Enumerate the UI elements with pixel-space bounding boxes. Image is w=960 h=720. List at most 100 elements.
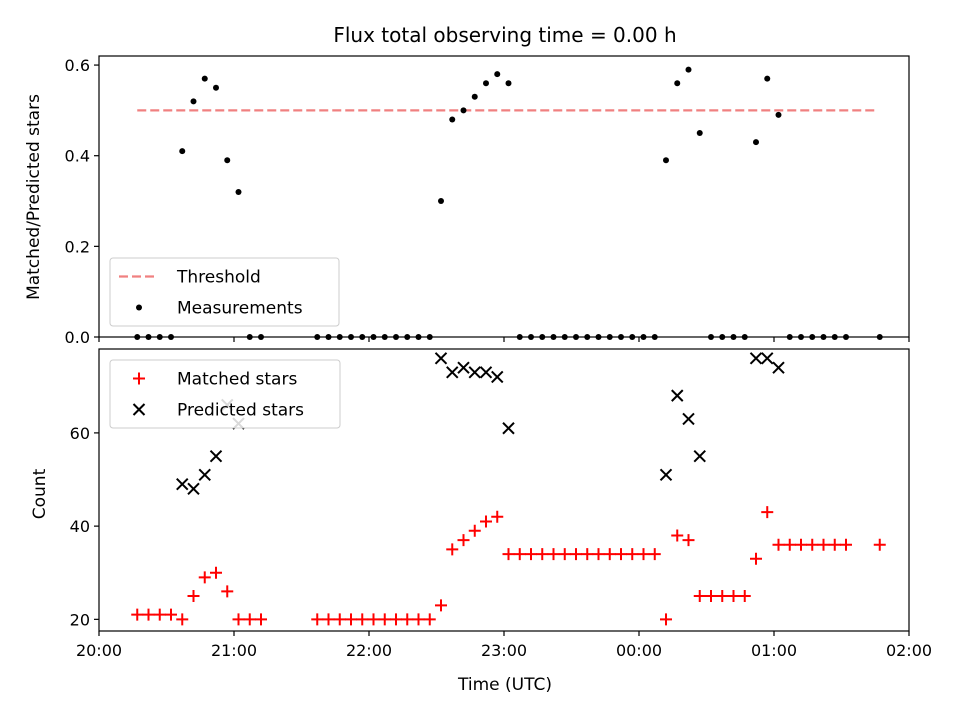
matched-star-point [648,548,661,561]
matched-star-point [660,613,672,626]
matched-star-point [637,548,650,561]
predicted-star-point [198,468,211,482]
bottom-y-tick-label: 40 [70,517,90,536]
predicted-star-point [209,449,223,463]
x-tick-label: 21:00 [211,641,257,660]
matched-star-point [795,538,807,551]
matched-star-point [390,613,402,626]
matched-star-point [873,538,886,551]
predicted-star-point [659,468,673,482]
matched-star-point [615,548,627,561]
matched-star-point [480,515,492,528]
measurement-point [460,107,467,114]
bottom-series-0 [131,506,886,626]
measurement-point [235,188,242,195]
legend-box [109,359,341,429]
predicted-star-point [446,366,459,379]
matched-star-point [558,548,571,561]
measurement-point [438,198,444,205]
x-tick-label: 23:00 [481,641,527,660]
top-y-axis-label: Matched/Predicted stars [24,94,44,300]
matched-star-point [806,538,819,551]
measurement-point [224,157,231,164]
measurement-point [674,80,681,87]
matched-star-point [210,566,222,579]
legend-matched-swatch [133,372,145,385]
matched-star-point [232,613,245,626]
legend-predicted-swatch [132,403,146,416]
matched-star-point [626,548,639,561]
measurement-point [201,75,208,82]
matched-star-point [705,590,717,603]
predicted-star-point [749,352,763,365]
x-axis-label: Time (UTC) [457,675,552,695]
matched-star-point [603,548,616,561]
legend-label: Matched stars [177,370,297,390]
measurement-point [663,157,669,164]
matched-star-point [311,613,324,626]
measurement-point [213,84,219,91]
top-y-tick-label: 0.2 [65,237,90,256]
matched-star-point [457,534,470,547]
measurement-point [471,93,478,100]
matched-star-point [547,548,560,561]
matched-star-point [502,548,515,561]
top-legend: Threshold Measurements [109,257,340,327]
predicted-star-point [176,477,189,491]
measurement-point [483,80,489,87]
matched-star-point [468,524,481,537]
matched-star-point [423,613,436,626]
matched-star-point [176,613,189,626]
matched-star-point [671,529,684,542]
matched-star-point [255,613,267,626]
matched-star-point [750,552,762,565]
predicted-star-point [491,370,504,384]
matched-star-point [367,613,380,626]
matched-star-point [412,613,425,626]
matched-star-point [221,585,234,598]
matched-star-point [738,590,751,603]
predicted-star-point [479,366,493,379]
matched-star-point [525,548,537,561]
top-y-tick-label: 0.6 [65,56,90,75]
measurement-point [179,148,186,155]
matched-star-point [693,590,706,603]
matched-star-point [761,506,774,519]
predicted-star-point [468,366,481,379]
matched-star-point [345,613,357,626]
matched-star-point [727,590,740,603]
bottom-panel: 20:00 21:00 22:00 23:00 00:00 01:00 02:00 20 40 6… [70,348,932,660]
matched-star-point [491,510,504,523]
legend-measurement-swatch [136,304,142,311]
matched-star-point [570,548,582,561]
matched-star-point [536,548,549,561]
matched-star-point [513,548,526,561]
predicted-star-point [671,389,684,402]
predicted-star-point [772,361,785,374]
x-tick-label: 01:00 [751,641,797,660]
matched-star-point [817,538,830,551]
x-tick-label: 20:00 [76,641,122,660]
matched-star-point [142,608,155,621]
matched-star-point [333,613,346,626]
matched-star-point [153,608,166,621]
matched-star-point [356,613,369,626]
x-tick-label: 22:00 [346,641,392,660]
measurement-point [685,66,692,73]
predicted-star-point [434,352,448,365]
measurement-point [494,71,501,78]
matched-star-point [187,590,200,603]
matched-star-point [783,538,796,551]
bottom-legend: Matched stars Predicted stars [109,359,341,429]
matched-star-point [840,538,852,551]
predicted-star-point [761,352,774,365]
predicted-star-point [693,449,706,463]
bottom-y-tick-label: 20 [70,610,90,629]
matched-star-point [592,548,605,561]
measurement-point [449,116,456,123]
matched-star-point [165,608,177,621]
matched-star-point [131,608,144,621]
top-y-tick-label: 0.4 [65,147,90,166]
legend-label: Measurements [177,299,303,319]
